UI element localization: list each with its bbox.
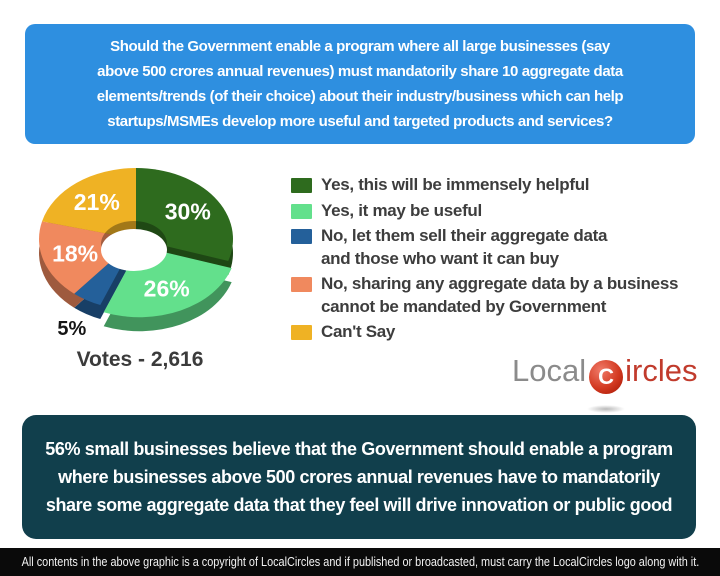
pie-slice xyxy=(42,168,136,239)
legend-color-swatch xyxy=(291,325,312,340)
question-text: Should the Government enable a program w… xyxy=(96,38,624,130)
legend-color-swatch xyxy=(291,203,312,219)
legend: Yes, this will be immensely helpful Yes, … xyxy=(291,174,709,347)
legend-item-label: Can't Say xyxy=(321,322,396,341)
logo-pin-letter: C xyxy=(598,364,615,389)
pie-slice-label: 30% xyxy=(165,199,211,225)
pie-slice-label: 5% xyxy=(57,318,86,340)
legend-color-swatch xyxy=(291,229,312,244)
summary-text: 56% small businesses believe that the Go… xyxy=(45,439,673,515)
legend-color-swatch xyxy=(291,277,312,292)
legend-item-label: No, let them sell their aggregate data a… xyxy=(321,226,608,268)
legend-item: No, sharing any aggregate data by a busi… xyxy=(291,273,709,318)
donut-hole xyxy=(101,229,167,271)
legend-item-label: Yes, it may be useful xyxy=(321,200,482,220)
legend-item-label: Yes, this will be immensely helpful xyxy=(321,175,590,194)
legend-color-swatch xyxy=(291,178,312,193)
legend-item: Yes, this will be immensely helpful xyxy=(291,174,709,197)
legend-item: Yes, it may be useful xyxy=(291,200,709,223)
summary-banner: 56% small businesses believe that the Go… xyxy=(22,415,696,539)
donut-chart: 30% 26% 5% 18% 21% xyxy=(39,168,233,340)
footer-bar: All contents in the above graphic is a c… xyxy=(0,548,720,576)
logo-pin-icon: C xyxy=(587,360,626,413)
logo-text-local: Local xyxy=(512,353,587,388)
footer-text: All contents in the above graphic is a c… xyxy=(21,555,699,569)
votes-label: Votes - 2,616 xyxy=(76,348,204,371)
question-box: Should the Government enable a program w… xyxy=(25,24,695,144)
legend-item: No, let them sell their aggregate data a… xyxy=(291,225,709,270)
pie-slice-label: 21% xyxy=(74,189,120,215)
localcircles-logo: Local C ircles xyxy=(512,347,698,413)
logo-text-circles: ircles xyxy=(625,353,698,388)
legend-item: Can't Say xyxy=(291,321,709,344)
logo-pin-shadow xyxy=(587,405,626,413)
pie-slice-label: 26% xyxy=(144,276,190,302)
pie-slice-label: 18% xyxy=(52,241,98,267)
legend-item-label: No, sharing any aggregate data by a busi… xyxy=(321,274,679,316)
